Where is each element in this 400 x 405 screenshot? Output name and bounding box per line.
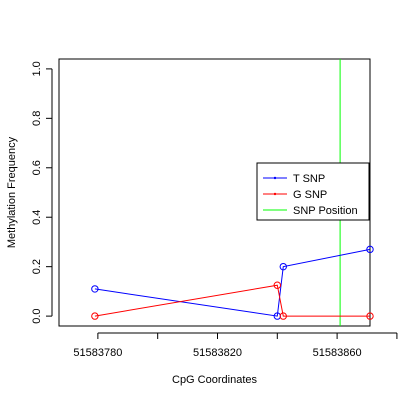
g-snp-point [91,312,99,320]
legend-swatch-point [273,176,277,180]
legend-label: G SNP [293,189,327,201]
t-snp-point [91,285,99,293]
y-tick-label: 0.0 [31,308,43,323]
legend-swatch-point [273,192,277,196]
t-snp-point [279,262,287,271]
legend-label: SNP Position [293,205,358,217]
x-tick-label: 51583780 [73,347,122,359]
g-snp-point [273,281,281,289]
x-tick-label: 51583860 [313,347,362,359]
x-tick-label: 51583820 [193,347,242,359]
t-snp-point [366,245,374,254]
x-axis: 51583780 51583820 51583860 [73,332,398,359]
g-snp-line [94,284,370,317]
y-axis-label: Methylation Frequency [6,136,18,248]
y-tick-label: 0.4 [31,210,43,225]
plot-area-frame [58,58,371,327]
g-snp-point [366,312,374,320]
y-tick-label: 0.2 [31,259,43,274]
g-snp-point [279,312,287,320]
y-tick-label: 0.8 [31,111,43,126]
legend: T SNP G SNP SNP Position [256,162,370,221]
t-snp-line [94,248,371,317]
y-axis: 0.0 0.2 0.4 0.6 0.8 1.0 [31,61,53,324]
y-tick-label: 0.6 [31,160,43,175]
x-axis-label: CpG Coordinates [172,374,257,386]
chart-marks [91,59,374,326]
y-tick-label: 1.0 [31,61,43,76]
legend-label: T SNP [293,173,325,185]
